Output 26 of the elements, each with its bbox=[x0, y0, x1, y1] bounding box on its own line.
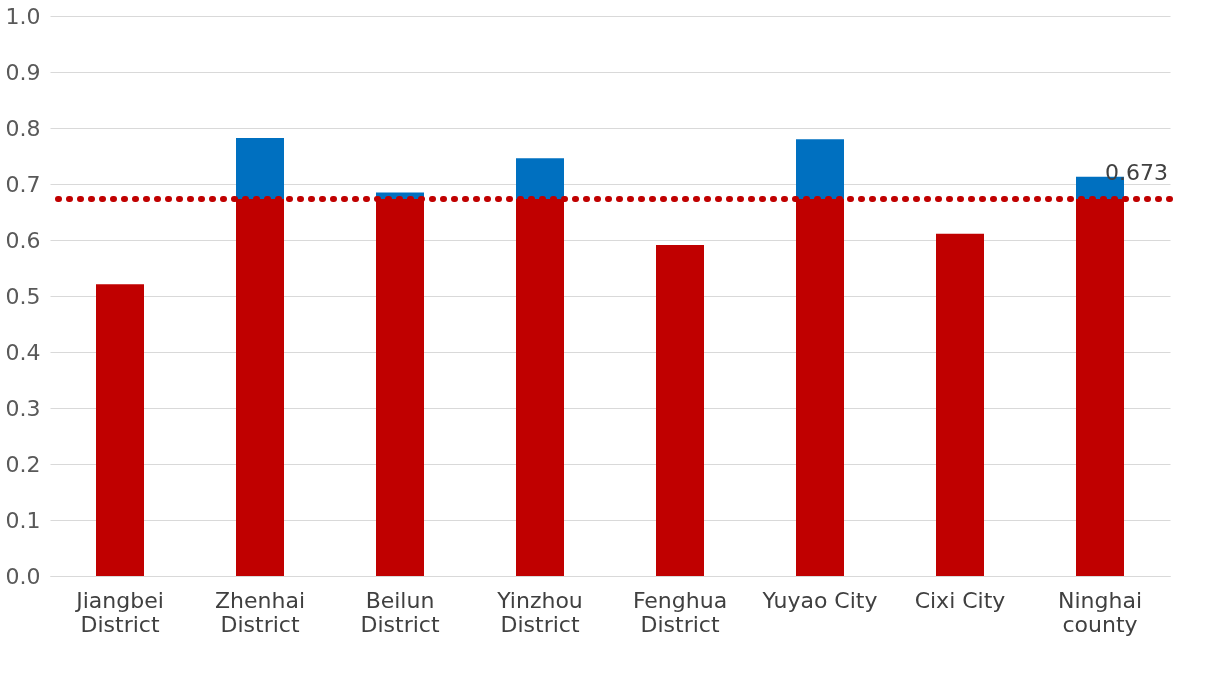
x-tick-label: Cixi City bbox=[914, 587, 1006, 613]
y-tick-label: 0.6 bbox=[5, 227, 41, 253]
bar bbox=[656, 245, 704, 576]
y-tick-label: 1.0 bbox=[5, 3, 41, 29]
x-tick-label: Yinzhou District bbox=[496, 587, 583, 637]
x-tick-label: Beilun District bbox=[360, 587, 440, 637]
x-tick-label: Zhenhai District bbox=[214, 587, 306, 637]
y-tick-label: 0.2 bbox=[5, 451, 41, 477]
bar bbox=[796, 139, 844, 200]
y-tick-label: 0.8 bbox=[5, 115, 41, 141]
x-tick-label: Jiangbei District bbox=[74, 587, 164, 637]
bar bbox=[936, 233, 984, 576]
y-tick-label: 0.0 bbox=[5, 563, 41, 589]
bar bbox=[96, 284, 144, 576]
y-tick-label: 0.7 bbox=[5, 171, 41, 197]
x-tick-label: Yuyao City bbox=[761, 587, 878, 613]
x-tick-label: Fenghua District bbox=[632, 587, 728, 637]
y-tick-label: 0.4 bbox=[5, 339, 41, 365]
y-tick-label: 0.1 bbox=[5, 507, 41, 533]
y-tick-label: 0.3 bbox=[5, 395, 41, 421]
ref-line-label: 0.673 bbox=[1105, 160, 1168, 186]
y-tick-label: 0.5 bbox=[5, 283, 41, 309]
x-tick-label: Ninghai county bbox=[1057, 587, 1143, 637]
bar bbox=[516, 158, 564, 200]
bar bbox=[236, 138, 284, 200]
y-tick-label: 0.9 bbox=[5, 59, 41, 85]
